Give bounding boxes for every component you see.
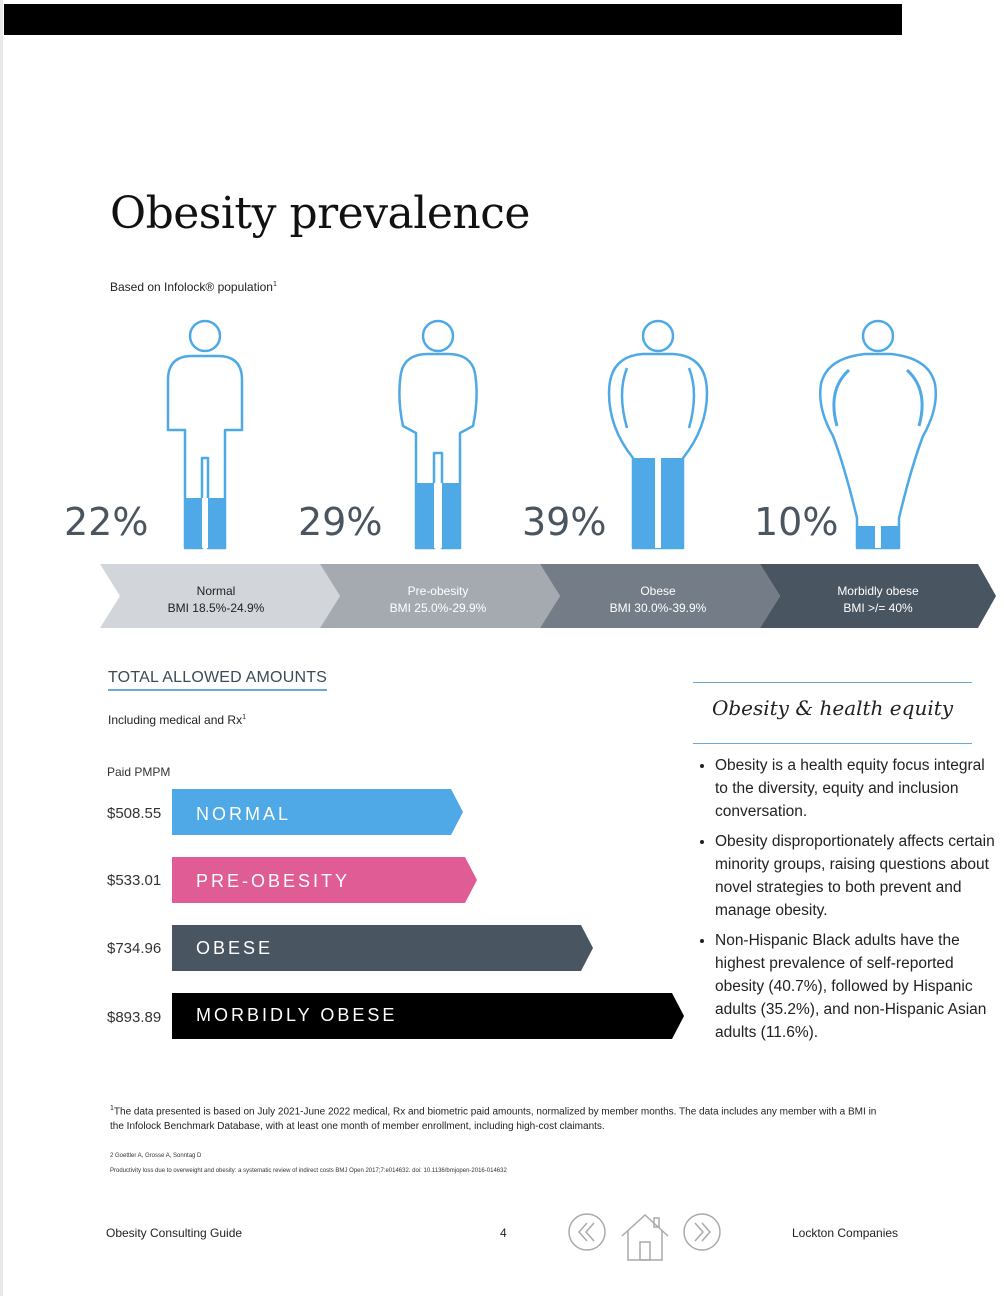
amounts-subtitle: Including medical and Rx1	[108, 713, 246, 727]
equity-title: Obesity & health equity	[711, 696, 954, 720]
amounts-title: TOTAL ALLOWED AMOUNTS	[108, 669, 328, 691]
stage-morbidly-obese: Morbidly obese BMI >/= 40%	[837, 584, 919, 615]
amounts-bar-chart	[172, 789, 684, 1039]
percent-pre-obesity: 29%	[298, 500, 383, 544]
equity-bullet-list: Obesity is a health equity focus integra…	[693, 754, 1000, 1051]
home-icon[interactable]	[618, 1212, 672, 1262]
prev-page-icon[interactable]	[567, 1212, 607, 1252]
bmi-chevron-band	[100, 564, 996, 628]
bar-obese	[172, 925, 593, 971]
figure-normal	[166, 319, 244, 550]
chevron-pre-obesity	[320, 564, 560, 628]
page-edge	[0, 0, 3, 1296]
stage-normal: Normal BMI 18.5%-24.9%	[167, 584, 265, 615]
equity-bullet: Non-Hispanic Black adults have the highe…	[715, 929, 1000, 1044]
bar-morbidly-obese	[172, 993, 684, 1039]
figure-pre-obesity	[398, 319, 478, 550]
amount-normal: $508.55	[107, 805, 162, 822]
chevron-obese	[540, 564, 780, 628]
amount-obese: $734.96	[107, 940, 162, 957]
equity-bullet: Obesity disproportionately affects certa…	[715, 830, 1000, 922]
percent-obese: 39%	[522, 500, 607, 544]
bar-normal	[172, 789, 463, 835]
footer-guide-title: Obesity Consulting Guide	[106, 1226, 243, 1240]
chevron-morbidly-obese	[760, 564, 996, 628]
footnote-3: Productivity loss due to overweight and …	[110, 1168, 507, 1174]
stage-pre-obesity: Pre-obesity BMI 25.0%-29.9%	[389, 584, 487, 615]
bar-label-pre-obesity: PRE-OBESITY	[196, 871, 351, 891]
amount-morbidly-obese: $893.89	[107, 1009, 162, 1026]
bar-label-morbidly-obese: MORBIDLY OBESE	[196, 1005, 398, 1025]
figure-obese	[607, 319, 709, 550]
stage-obese: Obese BMI 30.0%-39.9%	[609, 584, 707, 615]
next-page-icon[interactable]	[682, 1212, 722, 1252]
page-subtitle: Based on Infolock® population1	[110, 280, 277, 294]
figure-morbidly-obese	[819, 319, 937, 550]
amount-pre-obesity: $533.01	[107, 872, 162, 889]
paid-pmpm-label: Paid PMPM	[107, 765, 171, 779]
footnote-2: 2 Goettler A, Grosse A, Sonntag D	[110, 1153, 202, 1159]
equity-bullet: Obesity is a health equity focus integra…	[715, 754, 1000, 823]
bar-pre-obesity	[172, 857, 477, 903]
page-title: Obesity prevalence	[110, 188, 530, 239]
percent-morbidly-obese: 10%	[754, 500, 839, 544]
footnote-1: 1The data presented is based on July 202…	[110, 1105, 877, 1133]
percent-normal: 22%	[64, 500, 149, 544]
bar-label-normal: NORMAL	[196, 804, 292, 824]
footer-company: Lockton Companies	[792, 1226, 899, 1240]
equity-title-box	[693, 682, 972, 744]
top-black-bar	[4, 4, 902, 35]
bar-label-obese: OBESE	[196, 938, 274, 958]
chevron-normal	[100, 564, 340, 628]
page-number: 4	[500, 1226, 507, 1240]
